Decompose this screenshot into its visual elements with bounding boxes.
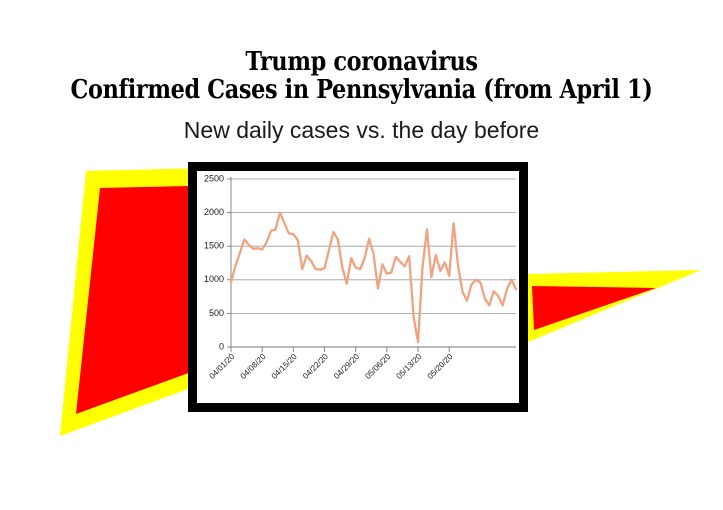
x-axis-tick-label: 05/06/20	[363, 352, 392, 381]
y-axis-tick-label: 1500	[204, 241, 224, 251]
x-axis-tick-label: 04/15/20	[270, 352, 299, 381]
y-axis-tick-label: 0	[219, 341, 224, 351]
chart-frame: 0 500 1000 1500 2000 2500 04/01/20 04/08/20 04/…	[188, 162, 528, 412]
right-banner-inner	[532, 286, 656, 330]
x-axis-tick-label: 04/29/20	[332, 352, 361, 381]
y-axis-tick-label: 2500	[204, 173, 224, 183]
left-banner-inner	[76, 186, 194, 414]
chart-y-axis-labels: 0 500 1000 1500 2000 2500	[204, 173, 224, 351]
x-axis-tick-label: 04/08/20	[239, 352, 268, 381]
x-axis-tick-label: 04/01/20	[208, 352, 237, 381]
chart-x-ticks	[230, 347, 450, 352]
chart-gridlines	[230, 177, 516, 348]
y-axis-tick-label: 500	[209, 308, 224, 318]
right-banner-shape	[528, 270, 701, 342]
right-banner-outer	[528, 270, 701, 342]
chart-x-axis-labels: 04/01/20 04/08/20 04/15/20 04/22/20 04/29/20…	[208, 352, 455, 381]
x-axis-tick-label: 05/20/20	[426, 352, 455, 381]
chart-plot-area: 0 500 1000 1500 2000 2500 04/01/20 04/08/20 04/…	[197, 171, 519, 403]
y-axis-tick-label: 2000	[204, 207, 224, 217]
chart-data-series-line	[229, 211, 518, 344]
title-line-1: Trump coronavirus	[245, 47, 478, 77]
title-line-2: Confirmed Cases in Pennsylvania (from Ap…	[70, 75, 653, 106]
page-title: Trump coronavirus Confirmed Cases in Pen…	[0, 48, 723, 104]
chart-y-ticks	[227, 178, 231, 348]
x-axis-tick-label: 05/13/20	[395, 352, 424, 381]
x-axis-tick-label: 04/22/20	[301, 352, 330, 381]
page-subtitle: New daily cases vs. the day before	[183, 117, 540, 143]
y-axis-tick-label: 1000	[204, 274, 224, 284]
